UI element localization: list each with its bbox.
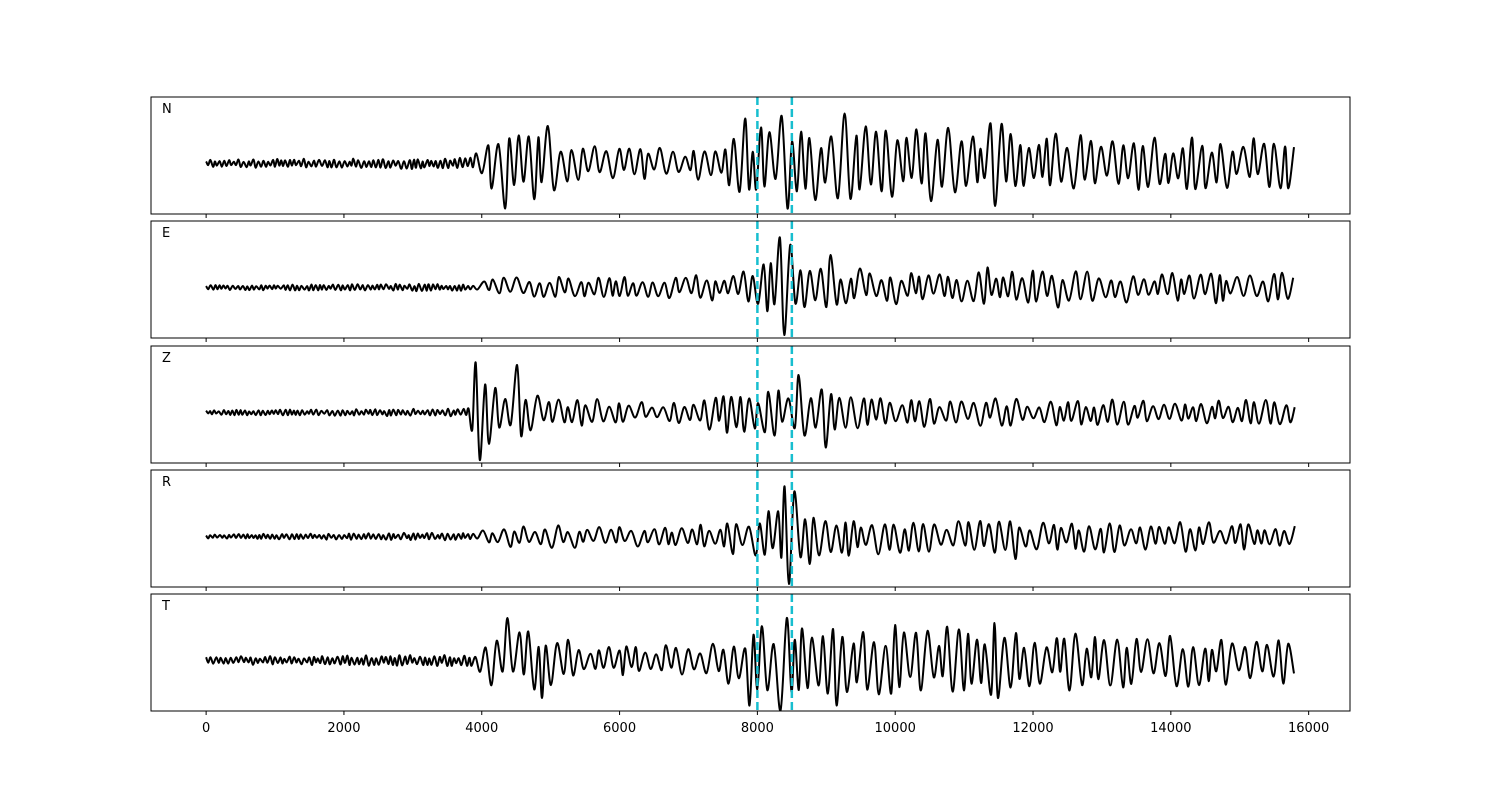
subplot-t: T xyxy=(150,593,1351,715)
subplot-frame xyxy=(150,96,1351,215)
subplot-r: R xyxy=(150,469,1351,591)
x-tick-label: 2000 xyxy=(327,721,360,736)
subplot-frame xyxy=(150,345,1351,464)
waveform-t xyxy=(205,616,1295,711)
waveform-r xyxy=(205,485,1296,586)
waveform-n xyxy=(205,112,1295,210)
x-tick-label: 10000 xyxy=(875,721,916,736)
subplot-e: E xyxy=(150,220,1351,342)
waveform-z xyxy=(205,361,1296,462)
subplot-frame xyxy=(150,469,1351,588)
subplot-frame xyxy=(150,593,1351,712)
subplot-frame xyxy=(150,220,1351,339)
x-tick-label: 6000 xyxy=(603,721,636,736)
component-label: N xyxy=(162,102,172,117)
subplot-z: Z xyxy=(150,345,1351,467)
component-label: R xyxy=(162,475,171,490)
x-axis: 0 2000 4000 6000 8000 10000 12000 14000 16000 xyxy=(202,721,1329,736)
x-tick-label: 12000 xyxy=(1012,721,1053,736)
component-label: Z xyxy=(162,351,171,366)
component-label: T xyxy=(161,599,170,614)
subplot-n: N xyxy=(150,96,1351,218)
component-label: E xyxy=(162,226,170,241)
x-tick-label: 4000 xyxy=(465,721,498,736)
x-tick-label: 8000 xyxy=(741,721,774,736)
subplot-stack: N E Z R T xyxy=(150,96,1351,715)
x-tick-label: 0 xyxy=(202,721,210,736)
x-tick-label: 16000 xyxy=(1288,721,1329,736)
waveform-e xyxy=(205,236,1295,337)
x-tick-label: 14000 xyxy=(1150,721,1191,736)
